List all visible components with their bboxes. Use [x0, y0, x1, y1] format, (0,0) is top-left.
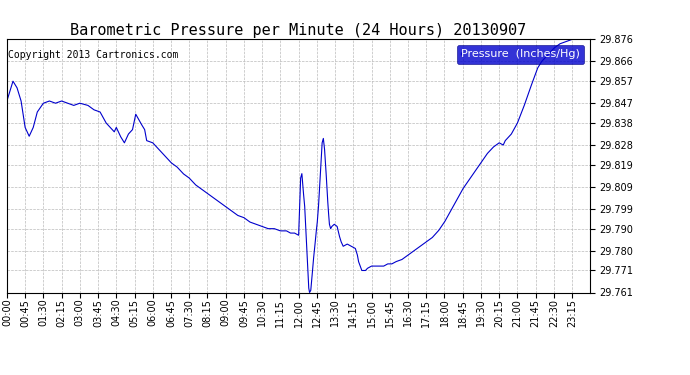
Legend: Pressure  (Inches/Hg): Pressure (Inches/Hg) — [457, 45, 584, 64]
Text: Copyright 2013 Cartronics.com: Copyright 2013 Cartronics.com — [8, 50, 179, 60]
Title: Barometric Pressure per Minute (24 Hours) 20130907: Barometric Pressure per Minute (24 Hours… — [70, 23, 526, 38]
